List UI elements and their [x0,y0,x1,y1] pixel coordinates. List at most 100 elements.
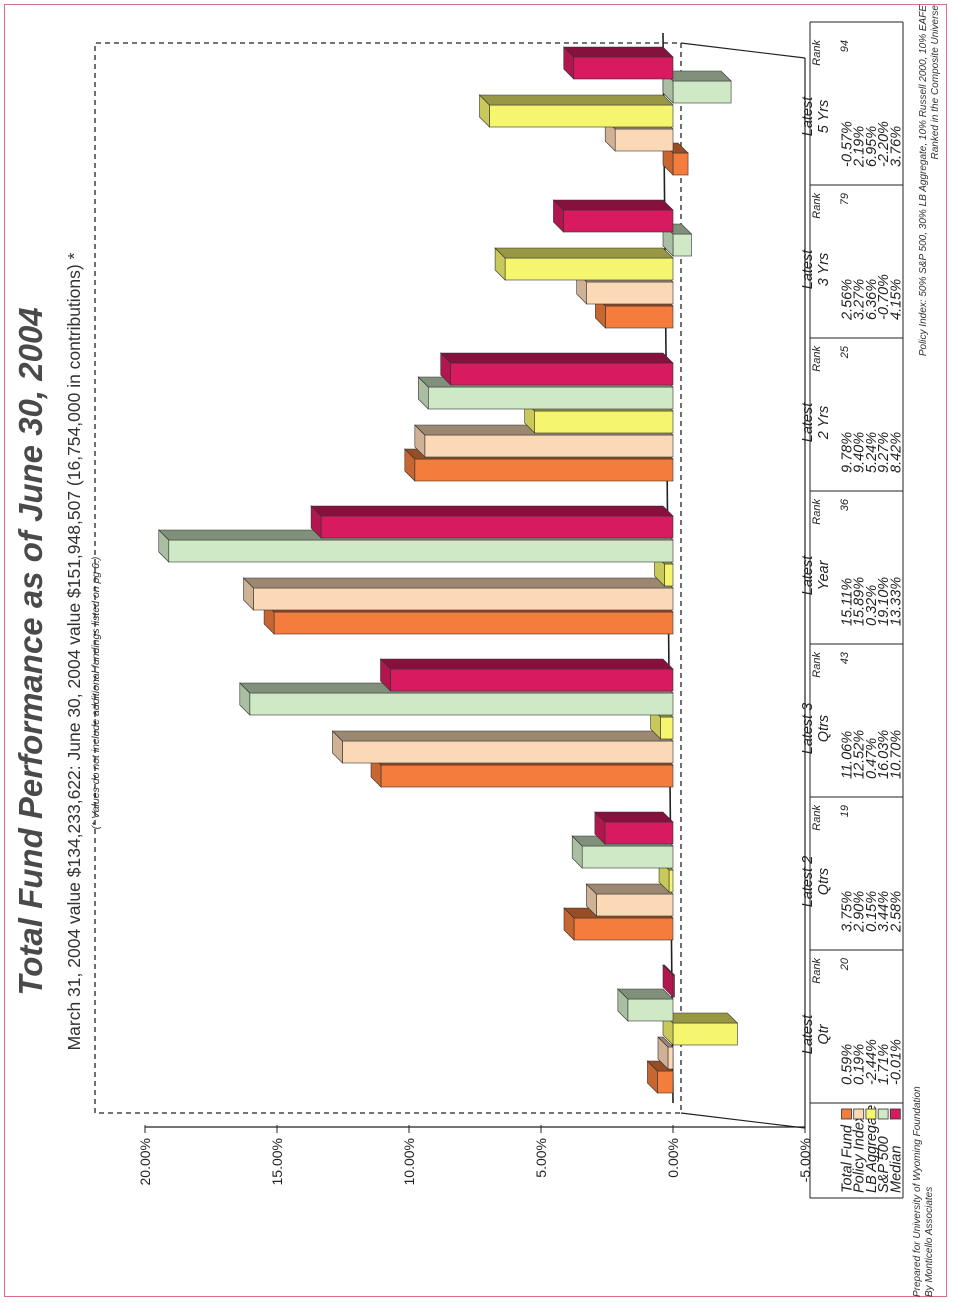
value-cell: -2.20% [876,121,892,167]
bar-side [617,988,674,1000]
value-cell: 0.19% [852,1044,868,1085]
value-cell: 11.06% [840,731,856,779]
legend-label: S&P 500 [876,1136,892,1193]
value-cell: 2.56% [840,279,856,321]
rank-header: Rank [811,499,823,525]
bar-front [605,305,674,329]
bar-front [672,233,692,257]
bar-0-4 [662,964,676,998]
value-cell: 10.70% [888,730,904,779]
prepared-by-line1: Prepared for University of Wyoming Found… [912,1086,923,1297]
bar-side [662,1012,739,1024]
bar-front [604,821,674,845]
rank-value: 19 [839,805,851,817]
bar-front [596,893,674,917]
bar-side [478,94,674,106]
bar-side [662,964,676,976]
bar-front [380,764,674,788]
bar-front [627,998,674,1022]
floor-left-edge [680,1112,806,1129]
page-border [4,4,947,1297]
value-cell: 6.95% [864,126,880,167]
bar-front [563,209,674,233]
bar-front [427,386,674,410]
value-cell: 6.36% [864,279,880,320]
bar-side [585,883,674,895]
value-cell: 1.71% [876,1044,892,1085]
bar-front [660,716,674,740]
back-wall [94,42,682,1114]
legend-swatch [877,1108,889,1120]
category-label-line2: Year [816,559,832,590]
bar-front [424,434,674,458]
bar-6-0 [662,142,689,176]
value-cell: 2.58% [888,891,904,933]
bar-front [573,56,674,80]
rank-value: 94 [839,40,851,52]
bar-front [273,611,674,635]
category-label-line1: Latest [800,402,816,442]
rank-header: Rank [811,958,823,984]
value-cell: 9.27% [876,432,892,473]
rank-value: 25 [839,345,851,359]
bar-front [342,740,674,764]
legend-swatch [889,1108,901,1120]
category-label-line1: Latest [800,1014,816,1054]
value-cell: -0.70% [876,274,892,320]
value-cell: 3.75% [840,891,856,932]
bar-front [668,869,674,893]
bar-front [614,128,674,152]
bar-front [504,257,674,281]
bar-side [242,577,674,589]
bar-2-4 [379,658,674,692]
bars [158,46,739,1094]
category-label-line1: Latest [800,96,816,136]
prepared-by-line2: By Monticello Associates [924,1187,935,1297]
bar-side [552,199,674,211]
category-label-line2: 3 Yrs [816,253,832,287]
bar-side [310,505,674,517]
y-tick-label: -5.00% [797,1138,813,1182]
rank-header: Rank [811,193,823,219]
value-cell: 0.32% [864,585,880,626]
y-tick-label: 5.00% [533,1138,549,1178]
category-label-line2: 2 Yrs [816,406,832,441]
value-cell: 2.19% [852,126,868,168]
rank-header: Rank [811,40,823,66]
category-label-line1: Latest 2 [800,856,816,908]
value-cell: 9.78% [840,432,856,473]
value-cell: 4.15% [888,279,904,320]
bar-front [573,917,674,941]
bar-side [494,247,674,259]
bar-6-2 [478,94,674,128]
bar-front [249,692,674,716]
legend-label: Total Fund [840,1124,856,1193]
bar-side [657,1036,674,1048]
bar-6-4 [563,46,674,80]
value-cell: 5.24% [864,432,880,473]
bar-5-2 [494,247,674,281]
bar-3-1 [242,577,674,611]
y-tick-label: 20.00% [137,1138,153,1185]
bar-0-1 [657,1036,674,1070]
rank-header: Rank [811,805,823,831]
bar-front [664,563,674,587]
bar-front [450,362,674,386]
value-cell: 15.89% [852,577,868,626]
bar-front [672,152,689,176]
bar-front [672,80,732,104]
bar-side [439,352,674,364]
rank-value: 43 [839,651,851,664]
value-cell: 12.52% [852,730,868,779]
bar-front [657,1070,674,1094]
floor-right-edge [680,42,806,59]
value-cell: 2.90% [852,891,868,933]
value-cell: 3.27% [852,279,868,320]
bar-0-0 [646,1060,674,1094]
value-cell: 15.11% [840,578,856,626]
value-cell: 0.59% [840,1044,856,1085]
bar-front [320,515,674,539]
bar-front [253,587,674,611]
value-cell: -2.44% [864,1039,880,1085]
bar-3-4 [310,505,674,539]
